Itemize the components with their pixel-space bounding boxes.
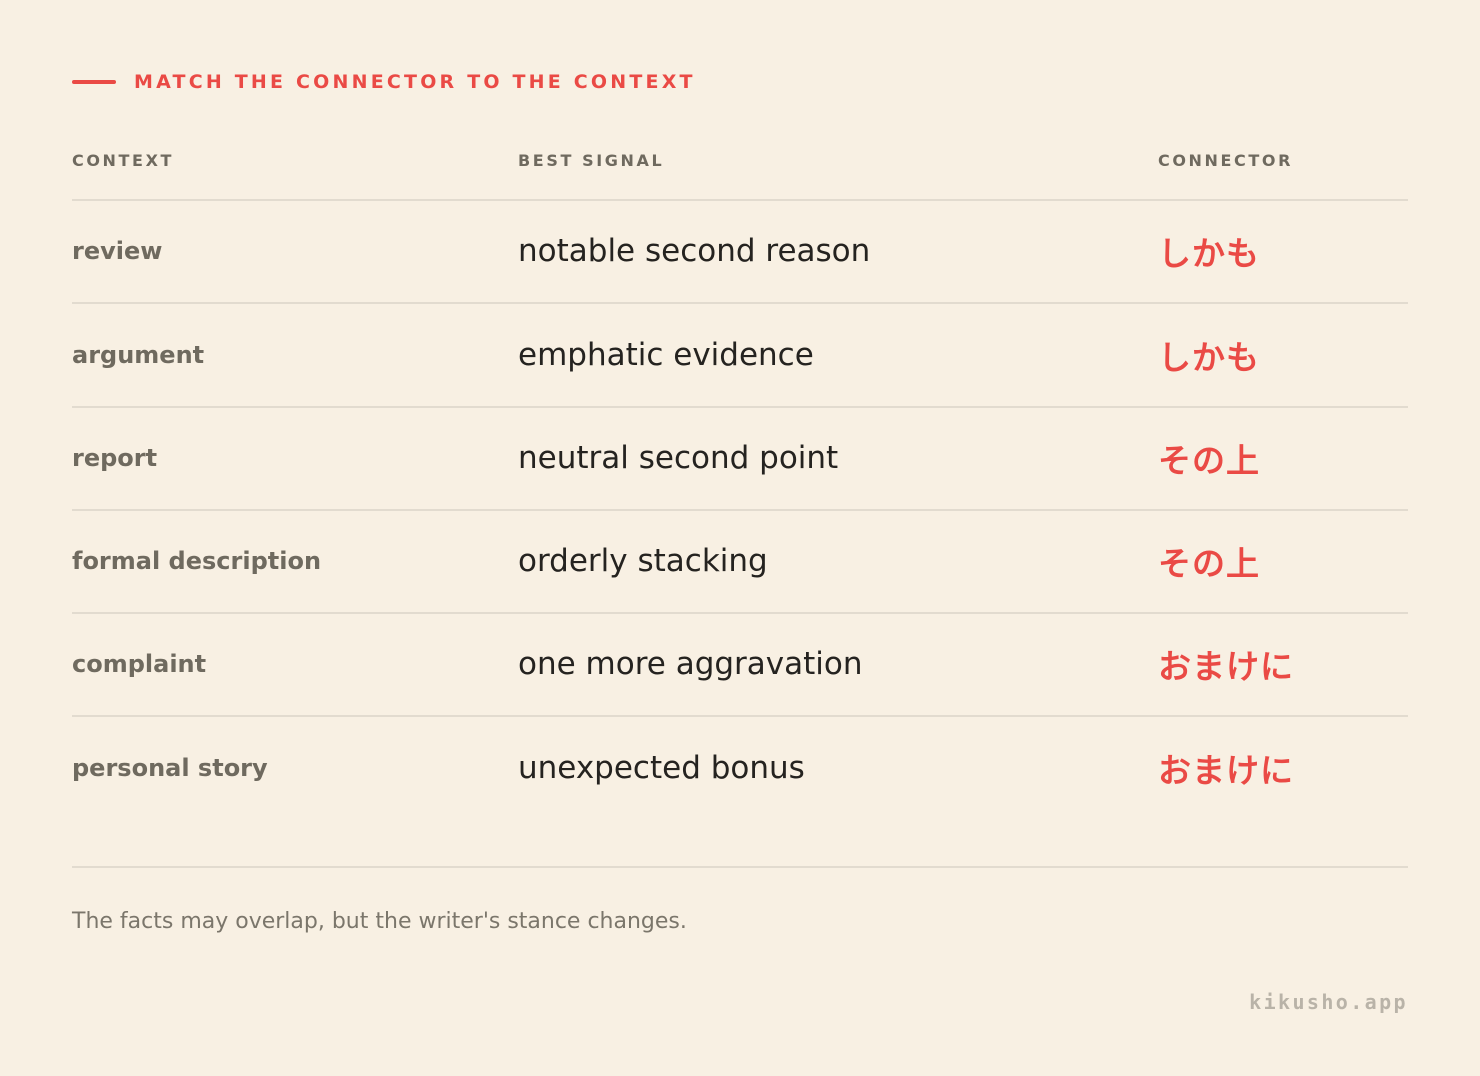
table-divider [72,302,1408,304]
context-cell: report [72,444,158,472]
column-header-connector: CONNECTOR [1158,151,1294,170]
table-row: report neutral second point その上 [72,407,1408,509]
context-cell: formal description [72,547,322,575]
table-divider [72,715,1408,717]
connector-cell: おまけに [1158,751,1294,790]
table-divider [72,612,1408,614]
connector-cell: その上 [1158,441,1260,480]
card-header: MATCH THE CONNECTOR TO THE CONTEXT [72,70,696,94]
table-divider [72,406,1408,408]
table-row: formal description orderly stacking その上 [72,510,1408,612]
table-row: review notable second reason しかも [72,200,1408,302]
connector-cell: しかも [1158,338,1260,377]
context-cell: personal story [72,754,268,782]
context-cell: complaint [72,650,207,678]
brand-watermark: kikusho.app [1249,990,1408,1014]
table-divider [72,199,1408,201]
context-cell: review [72,237,163,265]
table-row: argument emphatic evidence しかも [72,304,1408,406]
connector-cell: おまけに [1158,647,1294,686]
table-row: personal story unexpected bonus おまけに [72,717,1408,819]
column-header-context: CONTEXT [72,151,175,170]
signal-cell: one more aggravation [518,646,863,682]
context-cell: argument [72,341,205,369]
connector-card: MATCH THE CONNECTOR TO THE CONTEXT CONTE… [72,0,1408,1076]
signal-cell: unexpected bonus [518,750,805,786]
footnote: The facts may overlap, but the writer's … [72,909,687,934]
signal-cell: emphatic evidence [518,337,814,373]
footer-divider [72,866,1408,868]
column-header-best-signal: BEST SIGNAL [518,151,665,170]
signal-cell: orderly stacking [518,543,768,579]
table-row: complaint one more aggravation おまけに [72,613,1408,715]
signal-cell: neutral second point [518,440,839,476]
accent-bar [72,80,116,84]
table-divider [72,509,1408,511]
card-title: MATCH THE CONNECTOR TO THE CONTEXT [134,71,696,93]
connector-cell: しかも [1158,234,1260,273]
connector-cell: その上 [1158,544,1260,583]
signal-cell: notable second reason [518,233,871,269]
